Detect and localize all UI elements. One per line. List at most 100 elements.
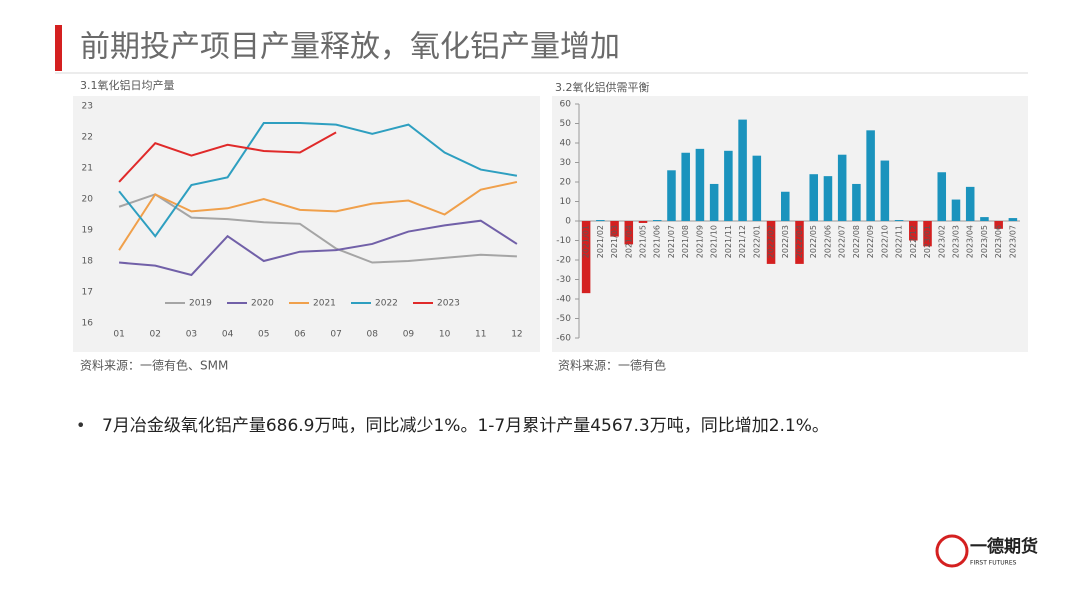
- x-tick-label: 2021/03: [610, 225, 619, 258]
- x-tick-label: 2021/07: [667, 225, 676, 258]
- y-tick-label: 60: [560, 100, 572, 110]
- y-tick-label: -20: [556, 256, 571, 266]
- x-tick-label: 2023/04: [966, 225, 975, 258]
- x-tick-label: 2022/07: [838, 225, 847, 258]
- legend-label: 2020: [251, 299, 274, 309]
- title-accent: [55, 25, 62, 71]
- legend-label: 2019: [189, 299, 212, 309]
- bar: [866, 130, 875, 221]
- x-tick-label: 2021/10: [710, 225, 719, 258]
- logo-name: 一德期货: [970, 536, 1038, 557]
- x-tick-label: 2023/06: [994, 225, 1003, 258]
- y-tick-label: 40: [560, 139, 572, 149]
- y-tick-label: 22: [82, 133, 93, 143]
- x-tick-label: 09: [403, 330, 415, 340]
- bar: [681, 152, 690, 221]
- source: 资料来源：一德有色、SMM: [80, 358, 228, 373]
- bar: [596, 220, 605, 221]
- bar: [610, 221, 619, 237]
- x-tick-label: 03: [186, 330, 197, 340]
- x-tick-label: 2022/03: [781, 225, 790, 258]
- y-tick-label: 17: [82, 288, 93, 298]
- x-tick-label: 2023/07: [1008, 225, 1017, 258]
- x-tick-label: 2022/11: [895, 225, 904, 258]
- y-tick-label: 19: [82, 226, 94, 236]
- bar: [894, 220, 904, 221]
- chart-bg-2: [552, 96, 1028, 352]
- x-tick-label: 12: [511, 330, 522, 340]
- y-tick-label: -50: [556, 314, 571, 324]
- x-tick-label: 2022/05: [809, 225, 818, 258]
- x-tick-label: 2022/12: [909, 225, 918, 258]
- bullet-dot: •: [76, 416, 85, 435]
- x-tick-label: 06: [294, 330, 306, 340]
- x-tick-label: 2021/02: [596, 225, 605, 258]
- bar: [937, 172, 947, 221]
- legend-label: 2021: [313, 299, 336, 309]
- bullet-text: 7月冶金级氧化铝产量686.9万吨，同比减少1%。1-7月累计产量4567.3万…: [102, 416, 829, 436]
- x-tick-label: 2022/08: [852, 225, 861, 258]
- x-tick-label: 2021/06: [653, 225, 662, 258]
- x-tick-label: 2023/03: [951, 225, 960, 258]
- bar: [980, 217, 989, 221]
- bar: [709, 183, 719, 221]
- x-tick-label: 2022/09: [866, 225, 875, 258]
- bar: [994, 221, 1003, 229]
- y-tick-label: -10: [556, 236, 571, 246]
- y-tick-label: -40: [556, 295, 571, 305]
- bar: [752, 155, 762, 221]
- bar: [852, 183, 861, 221]
- x-tick-label: 11: [475, 330, 486, 340]
- bar: [1008, 218, 1018, 221]
- x-tick-label: 2021/01: [582, 225, 591, 258]
- y-tick-label: 10: [560, 197, 572, 207]
- series-line: [118, 131, 337, 183]
- x-tick-label: 2023/02: [937, 225, 946, 258]
- x-tick-label: 10: [439, 330, 451, 340]
- x-tick-label: 01: [113, 330, 124, 340]
- slide-title: 前期投产项目产量释放，氧化铝产量增加: [80, 30, 620, 65]
- x-tick-label: 2022/02: [767, 225, 776, 258]
- x-tick-label: 2023/01: [923, 225, 932, 258]
- series-line: [118, 193, 517, 264]
- bar: [738, 119, 747, 221]
- bar: [766, 221, 776, 264]
- x-tick-label: 2021/12: [738, 225, 747, 258]
- bar: [923, 221, 932, 247]
- series-line: [118, 180, 518, 251]
- chart-bg-1: [73, 96, 540, 352]
- y-tick-label: -60: [556, 334, 571, 344]
- legend-label: 2023: [437, 299, 460, 309]
- x-tick-label: 2021/11: [724, 225, 733, 258]
- series-line: [118, 219, 518, 277]
- bar: [667, 170, 676, 221]
- chart-title: 3.2氧化铝供需平衡: [555, 80, 650, 94]
- x-tick-label: 2022/01: [752, 225, 761, 258]
- bar: [581, 221, 591, 294]
- y-tick-label: 30: [560, 158, 572, 168]
- x-tick-label: 2021/04: [624, 225, 633, 258]
- y-tick-label: 20: [82, 195, 94, 205]
- series-line: [118, 122, 518, 238]
- x-tick-label: 2021/05: [639, 225, 648, 258]
- y-tick-label: -30: [556, 275, 571, 285]
- bar: [695, 148, 705, 221]
- y-tick-label: 23: [82, 102, 93, 112]
- y-tick-label: 21: [82, 164, 93, 174]
- y-tick-label: 0: [565, 217, 571, 227]
- logo-english: FIRST FUTURES: [970, 560, 1017, 567]
- y-tick-label: 16: [82, 319, 94, 329]
- bar: [809, 174, 818, 221]
- bar: [624, 221, 634, 245]
- y-tick-label: 18: [82, 257, 94, 267]
- bar: [638, 221, 648, 223]
- bar: [909, 221, 918, 241]
- x-tick-label: 07: [330, 330, 341, 340]
- bar: [652, 220, 662, 221]
- x-tick-label: 02: [150, 330, 161, 340]
- y-tick-label: 20: [560, 178, 572, 188]
- logo-mark: [935, 534, 969, 568]
- bar: [965, 186, 975, 221]
- bar: [837, 154, 847, 221]
